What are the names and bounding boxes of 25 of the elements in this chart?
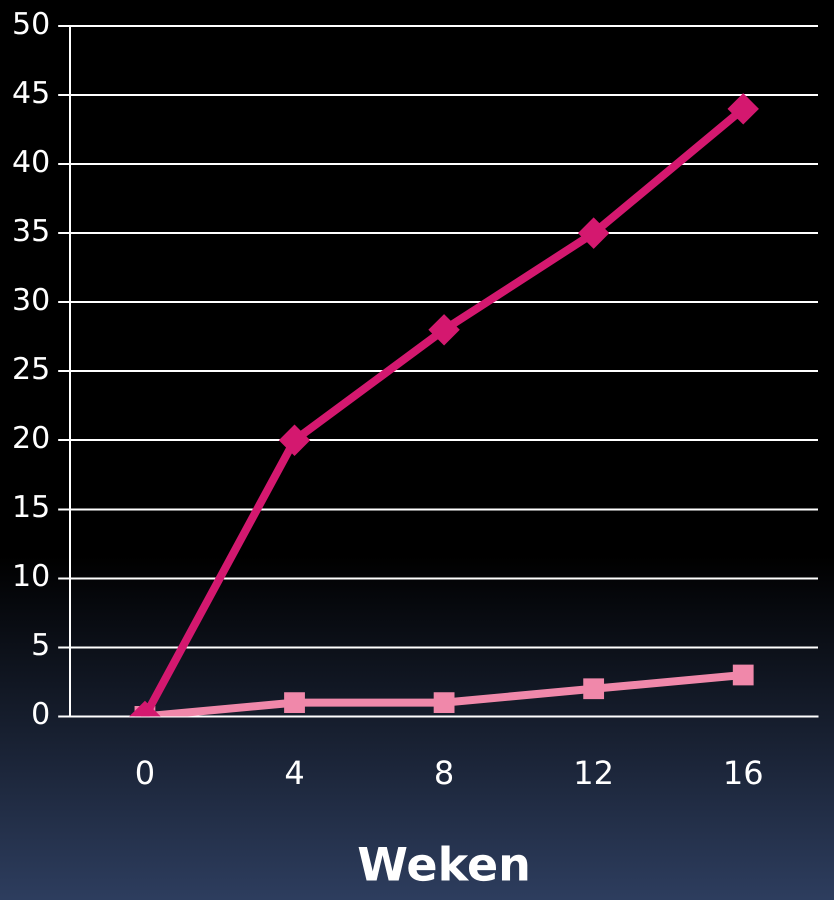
y-tick-label: 10 [12, 559, 50, 594]
y-tick-label: 40 [12, 144, 50, 180]
x-tick-label: 12 [573, 754, 614, 792]
y-tick-label: 25 [12, 352, 50, 387]
y-tick-label: 35 [12, 214, 50, 249]
point [284, 692, 305, 713]
point [279, 424, 310, 456]
y-tick-label: 20 [12, 421, 50, 456]
y-tick-label: 30 [12, 282, 50, 318]
y-tick-label: 0 [31, 697, 50, 732]
point [728, 93, 759, 124]
point [732, 664, 754, 686]
x-tick-label: 16 [722, 754, 764, 792]
x-axis-title: Weken [357, 837, 531, 892]
x-tick-label: 8 [434, 754, 454, 792]
point [583, 678, 604, 700]
point [428, 314, 460, 346]
y-tick-label: 5 [31, 628, 50, 664]
y-tick-label: 50 [12, 6, 50, 42]
point [434, 692, 454, 713]
point [578, 218, 610, 249]
y-tick-label: 45 [12, 76, 50, 111]
x-tick-label: 4 [284, 754, 305, 792]
y-tick-label: 15 [12, 490, 50, 526]
x-tick-label: 0 [134, 754, 156, 792]
